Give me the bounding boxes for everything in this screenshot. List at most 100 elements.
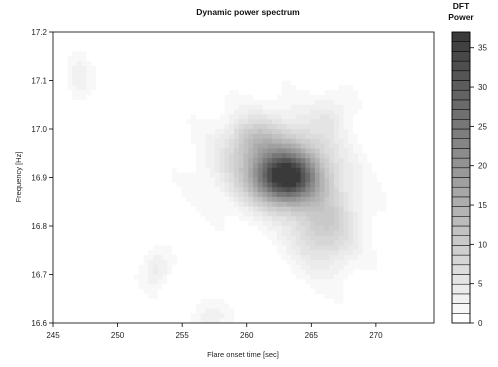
heatmap-cell bbox=[195, 99, 202, 106]
heatmap-cell bbox=[281, 143, 287, 149]
heatmap-cell bbox=[195, 259, 202, 266]
heatmap-cell bbox=[95, 104, 102, 110]
heatmap-cell bbox=[100, 289, 106, 295]
heatmap-cell bbox=[157, 259, 163, 266]
heatmap-cell bbox=[67, 255, 73, 261]
heatmap-cell bbox=[300, 318, 306, 324]
heatmap-cell bbox=[286, 259, 292, 266]
heatmap-cell bbox=[172, 90, 178, 96]
colorbar-level bbox=[451, 167, 471, 178]
heatmap-cell bbox=[343, 109, 349, 115]
heatmap-cell bbox=[95, 172, 102, 178]
heatmap-cell bbox=[429, 75, 435, 81]
heatmap-cell bbox=[367, 56, 373, 62]
heatmap-cell bbox=[233, 65, 240, 72]
heatmap-cell bbox=[81, 289, 87, 295]
heatmap-cell bbox=[362, 255, 368, 261]
heatmap-cell bbox=[348, 221, 354, 227]
heatmap-cell bbox=[224, 274, 230, 280]
heatmap-cell bbox=[305, 259, 311, 266]
heatmap-cell bbox=[324, 41, 330, 47]
heatmap-cell bbox=[72, 308, 78, 314]
heatmap-cell bbox=[300, 104, 306, 110]
heatmap-cell bbox=[200, 138, 206, 144]
heatmap-cell bbox=[348, 240, 354, 246]
heatmap-cell bbox=[138, 279, 144, 285]
heatmap-cell bbox=[172, 211, 178, 217]
heatmap-cell bbox=[419, 158, 425, 164]
heatmap-cell bbox=[386, 36, 392, 43]
heatmap-cell bbox=[243, 80, 249, 86]
heatmap-cell bbox=[143, 51, 149, 57]
heatmap-cell bbox=[62, 274, 68, 280]
heatmap-cell bbox=[324, 201, 330, 207]
heatmap-cell bbox=[186, 259, 192, 266]
heatmap-cell bbox=[72, 245, 78, 251]
heatmap-cell bbox=[381, 187, 387, 193]
heatmap-cell bbox=[167, 250, 173, 256]
heatmap-cell bbox=[376, 192, 383, 198]
heatmap-cell bbox=[419, 187, 425, 193]
heatmap-cell bbox=[181, 298, 187, 304]
heatmap-cell bbox=[76, 153, 82, 159]
heatmap-cell bbox=[348, 167, 354, 174]
heatmap-cell bbox=[119, 32, 125, 38]
heatmap-cell bbox=[167, 206, 173, 212]
heatmap-cell bbox=[414, 119, 421, 125]
heatmap-cell bbox=[133, 201, 140, 207]
heatmap-cell bbox=[86, 148, 92, 154]
heatmap-cell bbox=[67, 279, 73, 285]
heatmap-cell bbox=[272, 133, 278, 140]
heatmap-cell bbox=[114, 250, 121, 256]
heatmap-cell bbox=[362, 90, 368, 96]
heatmap-cell bbox=[414, 230, 421, 237]
heatmap-cell bbox=[81, 56, 87, 62]
heatmap-cell bbox=[395, 114, 402, 120]
heatmap-cell bbox=[81, 85, 87, 91]
heatmap-cell bbox=[238, 187, 244, 193]
heatmap-cell bbox=[338, 289, 344, 295]
heatmap-cell bbox=[191, 80, 197, 86]
heatmap-cell bbox=[343, 36, 349, 43]
heatmap-cell bbox=[110, 104, 116, 110]
heatmap-cell bbox=[338, 245, 344, 251]
heatmap-cell bbox=[353, 46, 359, 52]
heatmap-cell bbox=[262, 211, 268, 217]
heatmap-cell bbox=[53, 90, 59, 96]
heatmap-cell bbox=[176, 109, 182, 115]
heatmap-cell bbox=[114, 104, 121, 110]
heatmap-cell bbox=[367, 70, 373, 77]
heatmap-cell bbox=[157, 293, 163, 300]
heatmap-cell bbox=[295, 61, 302, 67]
heatmap-cell bbox=[348, 138, 354, 144]
heatmap-cell bbox=[381, 196, 387, 203]
heatmap-cell bbox=[405, 148, 411, 154]
heatmap-cell bbox=[172, 46, 178, 52]
heatmap-cell bbox=[324, 298, 330, 304]
heatmap-cell bbox=[419, 32, 425, 38]
heatmap-cell bbox=[291, 230, 297, 237]
heatmap-cell bbox=[81, 51, 87, 57]
heatmap-cell bbox=[372, 119, 378, 125]
heatmap-cell bbox=[76, 143, 82, 149]
heatmap-cell bbox=[67, 143, 73, 149]
heatmap-cell bbox=[429, 32, 435, 38]
heatmap-cell bbox=[224, 80, 230, 86]
heatmap-cell bbox=[133, 196, 140, 203]
heatmap-cell bbox=[329, 269, 335, 275]
heatmap-cell bbox=[95, 75, 102, 81]
heatmap-cell bbox=[333, 226, 340, 232]
heatmap-cell bbox=[362, 56, 368, 62]
heatmap-cell bbox=[310, 124, 316, 130]
heatmap-cell bbox=[138, 206, 144, 212]
heatmap-cell bbox=[233, 41, 240, 47]
heatmap-cell bbox=[229, 318, 235, 324]
heatmap-cell bbox=[324, 216, 330, 222]
heatmap-cell bbox=[67, 124, 73, 130]
heatmap-cell bbox=[72, 221, 78, 227]
heatmap-cell bbox=[367, 245, 373, 251]
heatmap-cell bbox=[53, 303, 59, 309]
heatmap-cell bbox=[253, 235, 259, 241]
heatmap-cell bbox=[86, 235, 92, 241]
heatmap-cell bbox=[157, 51, 163, 57]
